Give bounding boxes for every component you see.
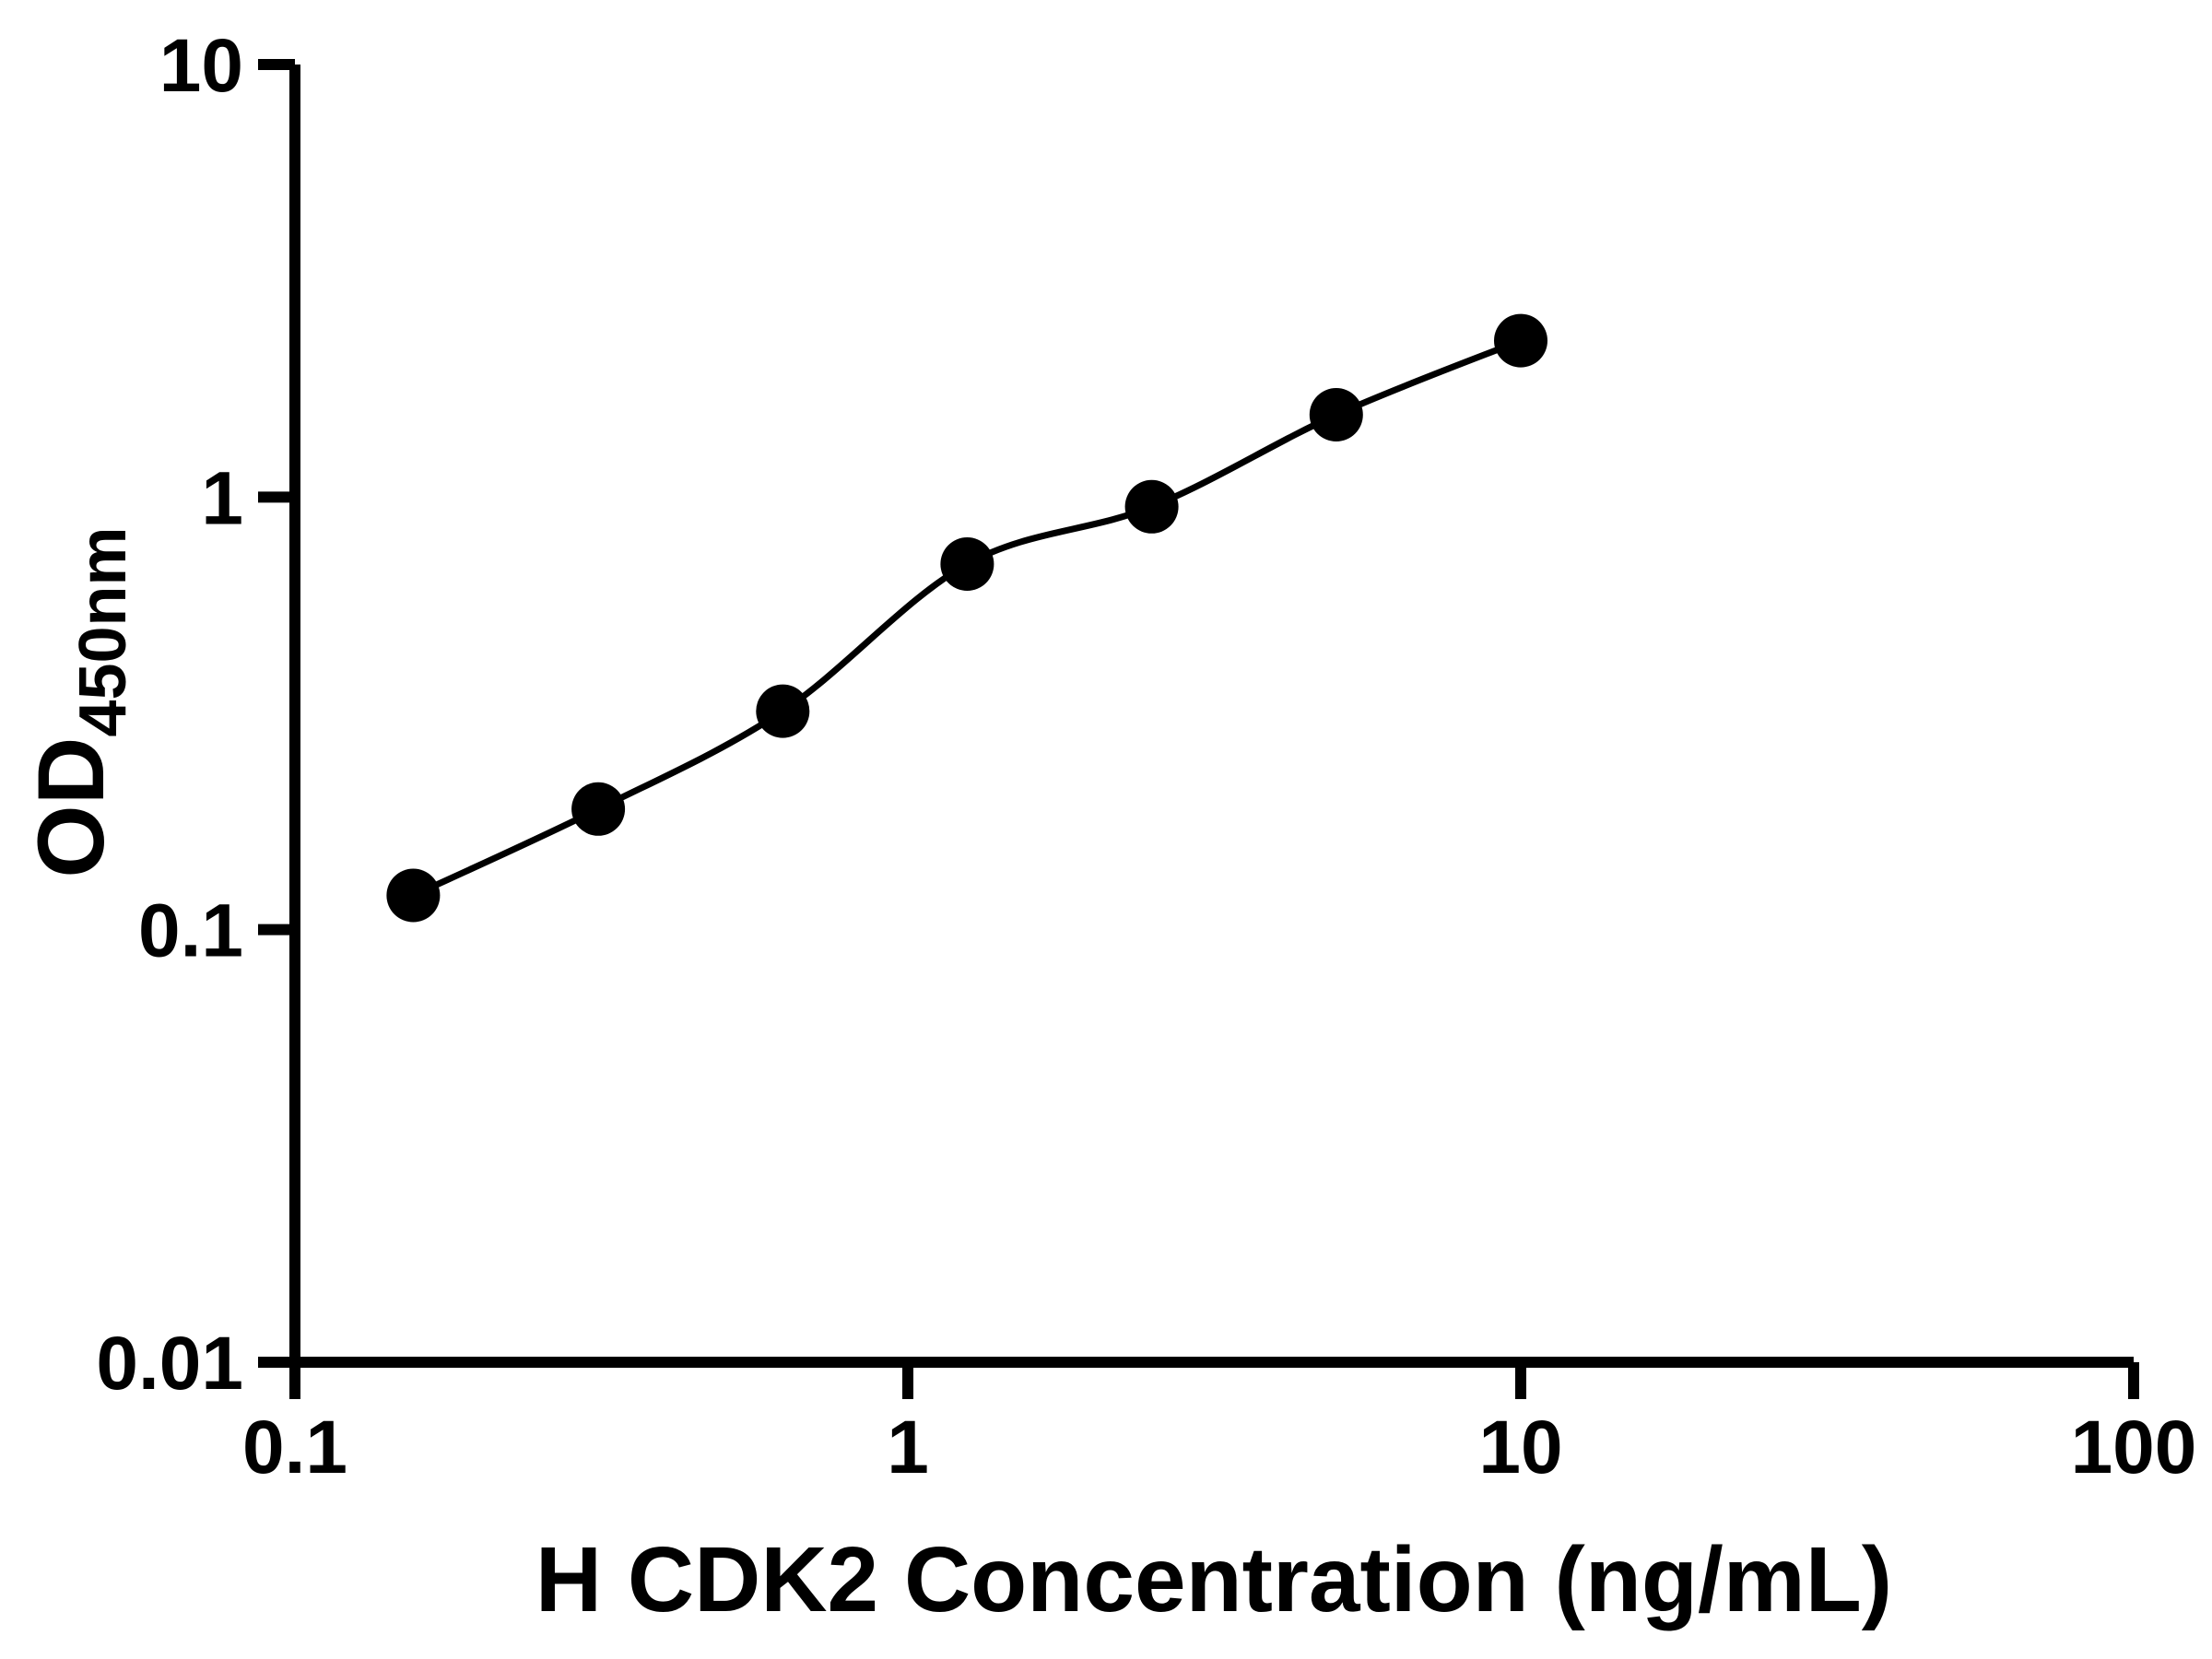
axes-spines	[289, 65, 2134, 1368]
data-point-2	[756, 684, 810, 738]
y-tick-label: 10	[159, 24, 243, 108]
y-tick-label: 0.1	[138, 889, 243, 973]
x-tick-label: 10	[1478, 1406, 1562, 1489]
x-tick-label: 100	[2071, 1406, 2197, 1489]
y-tick-label: 0.01	[96, 1322, 243, 1406]
y-axis-title-main: OD	[18, 737, 124, 878]
x-axis-title: H CDK2 Concentration (ng/mL)	[535, 1528, 1892, 1631]
data-point-0	[386, 868, 441, 923]
y-axis-title: OD450nm	[18, 526, 140, 877]
data-point-4	[1124, 479, 1179, 534]
y-tick-label: 1	[201, 456, 243, 540]
data-point-1	[571, 782, 626, 836]
y-axis-title-subscript: 450nm	[66, 526, 140, 736]
x-tick-label: 1	[887, 1406, 929, 1489]
data-point-3	[940, 537, 994, 591]
data-point-5	[1309, 388, 1363, 441]
x-tick-label: 0.1	[242, 1406, 347, 1489]
data-point-6	[1494, 313, 1547, 368]
